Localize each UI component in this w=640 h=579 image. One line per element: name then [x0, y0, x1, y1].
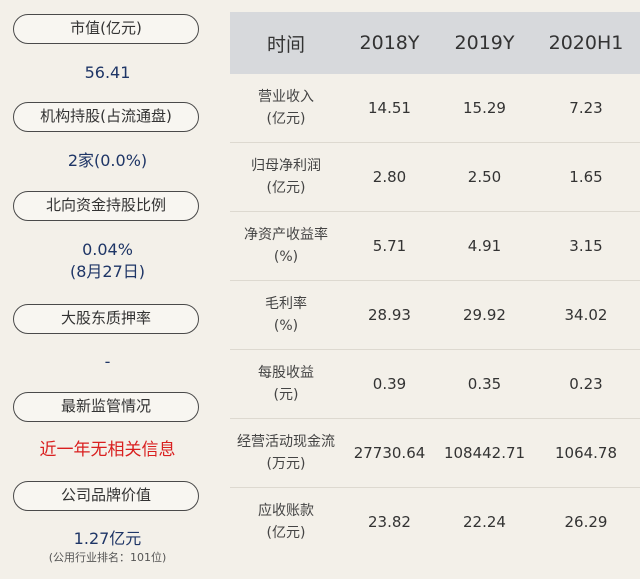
table-cell: 4.91 [437, 211, 532, 281]
table-row: 归母净利润 (亿元) 2.80 2.50 1.65 [230, 142, 640, 212]
table-row: 营业收入 (亿元) 14.51 15.29 7.23 [230, 74, 640, 143]
table-cell: 1064.78 [532, 418, 640, 488]
table-cell: 28.93 [342, 280, 437, 350]
table-cell: 5.71 [342, 211, 437, 281]
table-cell: 0.35 [437, 349, 532, 419]
table-cell: 108442.71 [437, 418, 532, 488]
table-cell: 23.82 [368, 513, 411, 531]
table-row: 毛利率 (%) 28.93 29.92 34.02 [230, 280, 640, 350]
row-label: 每股收益 (元) [230, 349, 342, 419]
financial-table: 时间 2018Y 2019Y 2020H1 营业收入 (亿元) 14.51 15.… [230, 12, 640, 556]
supervision-label: 最新监管情况 [13, 392, 199, 422]
brand-value-label: 公司品牌价值 [13, 481, 199, 511]
northbound-ratio-value: 0.04% [82, 240, 133, 259]
table-cell: 26.29 [564, 513, 608, 531]
brand-rank: (公用行业排名：101位) [48, 551, 167, 564]
institutional-holding-value: 2家(0.0%) [67, 151, 148, 170]
row-label: 净资产收益率 (%) [230, 211, 342, 281]
table-cell: 34.02 [532, 280, 640, 350]
table-cell: 1.65 [532, 142, 640, 212]
row-label: 营业收入 (亿元) [230, 74, 342, 143]
table-cell: 14.51 [342, 74, 437, 143]
supervision-value: 近一年无相关信息 [39, 440, 176, 460]
pledge-ratio-label: 大股东质押率 [13, 304, 199, 334]
table-row: 每股收益 (元) 0.39 0.35 0.23 [230, 349, 640, 419]
header-2018: 2018Y [342, 12, 437, 74]
header-2019: 2019Y [437, 12, 532, 74]
pledge-ratio-value: - [104, 352, 111, 371]
table-row: 经营活动现金流 (万元) 27730.64 108442.71 1064.78 [230, 418, 640, 488]
table-cell: 22.24 [463, 513, 506, 531]
table-row: 净资产收益率 (%) 5.71 4.91 3.15 [230, 211, 640, 281]
row-label: 归母净利润 (亿元) [230, 142, 342, 212]
table-header-row: 时间 2018Y 2019Y 2020H1 [230, 12, 640, 74]
institutional-holding-label: 机构持股(占流通盘) [13, 102, 199, 132]
table-cell: 0.23 [532, 349, 640, 419]
header-time: 时间 [230, 12, 342, 74]
table-cell: 0.39 [342, 349, 437, 419]
market-cap-label: 市值(亿元) [13, 14, 199, 44]
table-cell: 15.29 [437, 74, 532, 143]
table-cell: 2.80 [342, 142, 437, 212]
brand-value: 1.27亿元 [73, 529, 142, 548]
northbound-ratio-date: (8月27日) [69, 262, 146, 281]
table-cell: 27730.64 [342, 418, 437, 488]
row-label: 毛利率 (%) [230, 280, 342, 350]
left-panel: 市值(亿元) 56.41 机构持股(占流通盘) 2家(0.0%) 北向资金持股比… [0, 0, 215, 579]
table-cell: 3.15 [532, 211, 640, 281]
market-cap-value: 56.41 [84, 63, 131, 82]
header-2020h1: 2020H1 [532, 12, 640, 74]
table-cell: 7.23 [532, 74, 640, 143]
row-label: 应收账款 (亿元) [258, 503, 314, 541]
table-cell: 2.50 [437, 142, 532, 212]
table-cell: 29.92 [437, 280, 532, 350]
northbound-ratio-label: 北向资金持股比例 [13, 191, 199, 221]
row-label: 经营活动现金流 (万元) [230, 418, 342, 488]
table-row: 应收账款 (亿元) 23.82 22.24 26.29 [230, 488, 640, 557]
